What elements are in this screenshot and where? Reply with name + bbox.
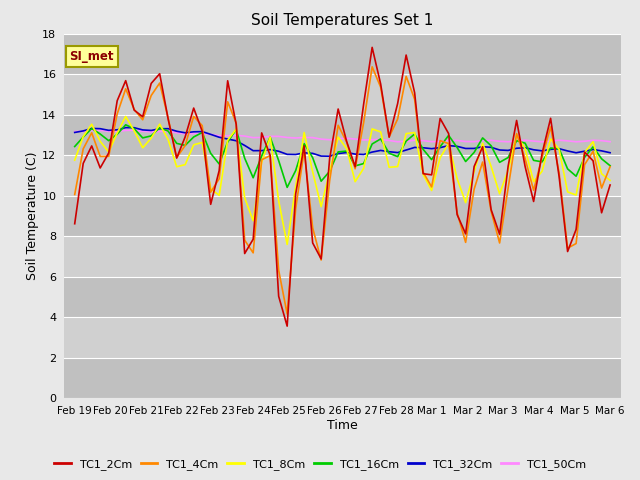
Bar [64, 358, 621, 398]
Y-axis label: Soil Temperature (C): Soil Temperature (C) [26, 152, 40, 280]
Bar [64, 196, 621, 236]
Title: Soil Temperatures Set 1: Soil Temperatures Set 1 [252, 13, 433, 28]
Bar [64, 155, 621, 196]
Bar [64, 115, 621, 155]
Bar [64, 34, 621, 74]
Bar [64, 236, 621, 277]
Text: SI_met: SI_met [70, 50, 114, 63]
X-axis label: Time: Time [327, 419, 358, 432]
Bar [64, 317, 621, 358]
Bar [64, 74, 621, 115]
Legend: TC1_2Cm, TC1_4Cm, TC1_8Cm, TC1_16Cm, TC1_32Cm, TC1_50Cm: TC1_2Cm, TC1_4Cm, TC1_8Cm, TC1_16Cm, TC1… [49, 455, 591, 474]
Bar [64, 277, 621, 317]
